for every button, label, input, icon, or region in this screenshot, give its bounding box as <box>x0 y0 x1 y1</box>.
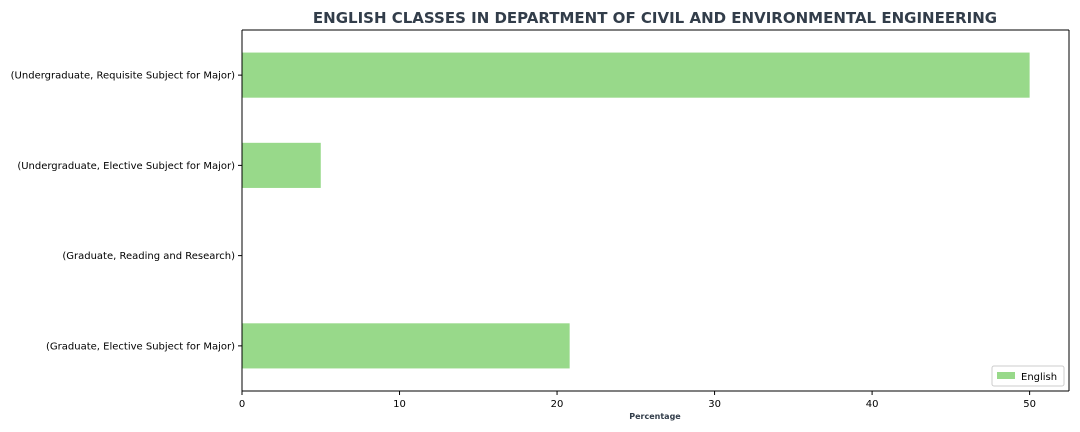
bar <box>242 52 1030 98</box>
bar <box>242 142 321 188</box>
legend-swatch <box>997 372 1015 379</box>
category-label: (Undergraduate, Elective Subject for Maj… <box>17 161 235 172</box>
x-tick-label: 10 <box>393 399 406 410</box>
bar <box>242 323 570 369</box>
category-label: (Graduate, Reading and Research) <box>62 251 235 262</box>
category-label: (Graduate, Elective Subject for Major) <box>46 341 235 352</box>
legend-label: English <box>1021 372 1057 383</box>
x-tick-label: 0 <box>239 399 245 410</box>
x-tick-label: 20 <box>551 399 564 410</box>
x-tick-label: 30 <box>708 399 721 410</box>
x-tick-label: 50 <box>1023 399 1036 410</box>
x-axis-label: Percentage <box>629 412 681 421</box>
legend-box <box>991 365 1065 387</box>
x-tick-label: 40 <box>866 399 879 410</box>
category-label: (Undergraduate, Requisite Subject for Ma… <box>11 71 235 82</box>
chart-title: ENGLISH CLASSES IN DEPARTMENT OF CIVIL A… <box>313 9 997 27</box>
plot-area: (Undergraduate, Requisite Subject for Ma… <box>11 29 1070 410</box>
